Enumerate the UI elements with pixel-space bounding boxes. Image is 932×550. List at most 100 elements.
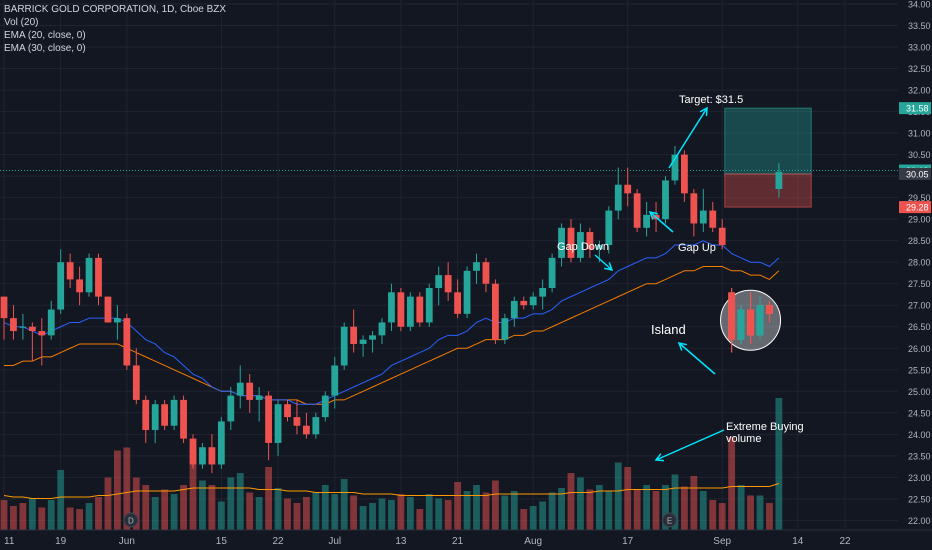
volume-bar [662,485,669,530]
volume-bar [123,447,131,530]
target-label[interactable]: Target: $31.5 [679,94,743,106]
legend-ema20[interactable]: EMA (20, close, 0) [4,30,86,41]
legend-ema30[interactable]: EMA (30, close, 0) [4,43,86,54]
volume-bar [331,494,339,530]
volume-bar [378,498,386,530]
volume-bar [265,467,272,530]
gap-up-arrow [649,211,674,233]
price-tag[interactable] [899,102,931,115]
event-marker[interactable] [123,512,139,528]
price-tag[interactable] [899,167,931,180]
price-tick-label: 29.50 [908,193,931,203]
volume-bar [416,509,424,530]
ema-lines [3,240,780,405]
price-axis[interactable]: 22.00 22.50 23.00 23.50 24.00 24.50 25.00 25.50… [898,0,932,530]
candle-body [331,365,339,396]
target-arrow-head [699,106,708,117]
price-tick-label: 28.00 [908,258,931,268]
time-tick-label: Jun [119,536,135,547]
candle-body [681,154,688,194]
candle-body [227,395,235,422]
island-arrow-head [677,341,687,351]
time-tick-label: Aug [524,536,542,547]
candle-body [558,227,565,258]
candle-body [151,404,159,431]
legend-title[interactable]: BARRICK GOLD CORPORATION, 1D, Cboe BZX [4,4,227,15]
volume-bar [454,482,461,530]
position-box[interactable] [724,107,812,208]
legend-volume[interactable]: Vol (20) [4,17,39,28]
volume-bar [284,498,291,530]
gap-down-label[interactable]: Gap Down [557,241,609,253]
volume-bar [690,476,698,530]
price-tick-label: 23.00 [908,473,931,483]
volume-bar [558,488,565,530]
volume-bar [643,485,650,530]
volume-bar [208,485,216,530]
candle-body [567,227,575,258]
candle-body [104,296,112,323]
candle-body [246,382,254,400]
volume-bar [435,498,443,530]
price-tick-label: 24.50 [908,408,931,418]
ema20-line [3,240,780,405]
price-tag[interactable] [899,201,931,214]
volume-bar [388,500,395,530]
volume-bar [199,480,206,530]
candle-body [577,232,584,258]
candle-body [95,257,102,297]
stop-zone[interactable] [724,173,812,208]
candle-body [369,335,376,340]
volume-bar [312,492,320,530]
price-tick-label: 25.00 [908,387,931,397]
gap-up-label[interactable]: Gap Up [678,242,716,254]
candle-body [303,425,310,435]
candle-body [539,288,547,297]
candle-body [595,244,603,250]
volume-bar [142,485,150,530]
volume-bar [274,488,282,530]
volume-bar [567,473,575,530]
volume-ma-line [3,483,780,499]
annotations[interactable]: Target: $31.5 Gap Up Gap Down Island Extreme… [123,94,804,528]
buying-volume-label[interactable]: Extreme Buying volume [726,421,804,445]
price-tick-label: 27.50 [908,279,931,289]
volume-bar [699,491,707,530]
candle-body [662,180,669,220]
time-tick-label: 14 [792,536,804,547]
candle-body [340,326,348,366]
volume-bar [756,495,764,530]
volume-bar [321,485,329,530]
candle-body [161,404,169,426]
volume-bar [189,447,197,530]
island-label[interactable]: Island [651,322,686,337]
volume-bar [406,497,414,530]
volume-bar [747,495,754,530]
volume-bars [0,398,783,530]
volume-bar [369,503,376,530]
candle-body [671,154,679,181]
volume-ma [3,483,780,499]
volume-bar [681,486,688,530]
event-marker[interactable] [662,512,677,528]
candle-body [189,438,197,465]
candle-body [473,262,480,271]
time-axis[interactable]: 11 19 Jun 15 22 Jul 13 21 Aug 17 Sep 14 22 [0,529,932,550]
candle-body [123,318,131,366]
island-candle-body [766,305,773,314]
price-tick-label: 30.50 [908,150,931,160]
gap-down-arrow [594,254,613,271]
volume-bar [151,497,159,530]
candle-body [321,395,329,418]
volume-bar [473,485,480,530]
candle-body [57,262,65,310]
volume-bar [492,480,499,530]
volume-bar [510,491,518,530]
volume-bar [548,492,556,530]
target-zone[interactable] [724,107,812,175]
candle-body [85,257,93,293]
candle-body [520,300,528,306]
volume-bar [624,467,632,530]
candle-body [463,270,471,314]
